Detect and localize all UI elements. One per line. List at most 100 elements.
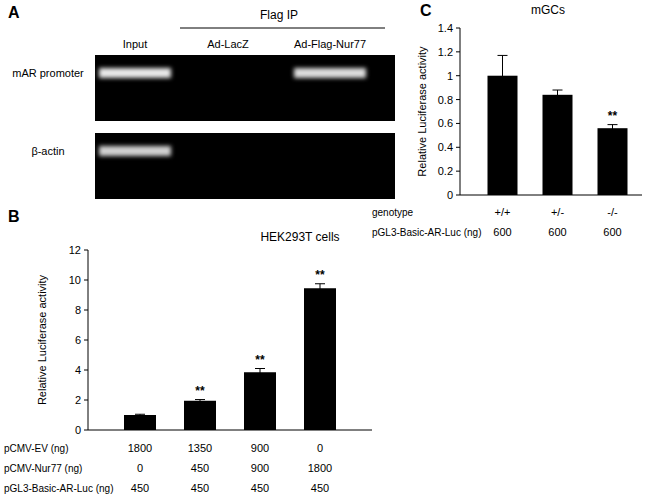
y-tick (84, 340, 88, 341)
table-cell: 1800 (308, 462, 332, 474)
y-tick (456, 171, 460, 172)
gel-strip (95, 55, 395, 121)
chart-title: HEK293T cells (260, 230, 339, 244)
table-cell: 450 (251, 482, 269, 494)
bar (304, 288, 336, 430)
table-cell: 450 (191, 462, 209, 474)
error-bar (553, 90, 563, 100)
error-stem (612, 125, 613, 132)
error-cap (315, 283, 325, 284)
y-tick (84, 430, 88, 431)
lane-label: Input (123, 38, 147, 50)
gel-header: Flag IP (260, 8, 298, 22)
table-cell: 1350 (188, 442, 212, 454)
table-cell: 0 (317, 442, 323, 454)
table-cell: +/+ (495, 206, 511, 218)
table-cell: 600 (603, 226, 621, 238)
table-row-label: pCMV-Nur77 (ng) (4, 463, 82, 474)
y-tick (456, 28, 460, 29)
y-tick-label: 0.2 (438, 165, 453, 177)
error-stem (260, 369, 261, 377)
chart-title: mGCs (531, 3, 565, 17)
y-tick-label: 10 (69, 274, 81, 286)
y-tick-label: 2 (75, 394, 81, 406)
table-cell: 900 (251, 462, 269, 474)
significance: ** (315, 268, 325, 282)
gel-band (294, 68, 366, 78)
bar (244, 372, 276, 430)
header-line (180, 28, 385, 29)
y-tick-label: 0.8 (438, 94, 453, 106)
panel-label: B (8, 208, 20, 225)
gel-band (99, 68, 171, 78)
lane-label: Ad-LacZ (207, 38, 249, 50)
y-tick (456, 123, 460, 124)
y-tick-label: 4 (75, 364, 81, 376)
table-cell: 600 (548, 226, 566, 238)
background (0, 0, 664, 500)
error-cap (498, 55, 508, 56)
table-cell: 1800 (128, 442, 152, 454)
y-tick (456, 147, 460, 148)
error-bar (195, 400, 205, 402)
table-row-label: pCMV-EV (ng) (4, 443, 68, 454)
error-bar (135, 414, 145, 416)
table-cell: 900 (251, 442, 269, 454)
y-tick-label: 0.6 (438, 117, 453, 129)
gel-band (99, 146, 171, 156)
y-axis (460, 28, 461, 195)
error-cap (195, 399, 205, 400)
error-bar (315, 284, 325, 293)
row-label: mAR promoter (12, 67, 84, 79)
y-tick (84, 370, 88, 371)
significance: ** (255, 353, 265, 367)
y-tick-label: 0.4 (438, 141, 453, 153)
panel-label: C (420, 2, 432, 19)
y-tick (456, 75, 460, 76)
marks (488, 55, 628, 195)
table-cell: +/- (551, 206, 564, 218)
gel-band (192, 68, 264, 78)
error-stem (557, 90, 558, 100)
gel-panel: AFlag IPInputAd-LacZAd-Flag-Nur77mAR pro… (8, 4, 395, 199)
significance: ** (195, 384, 205, 398)
table-cell: 450 (311, 482, 329, 494)
error-bar (608, 125, 618, 132)
error-stem (502, 55, 503, 96)
y-tick-label: 0 (447, 189, 453, 201)
y-tick-label: 6 (75, 334, 81, 346)
y-axis-label: Relative Luciferase activity (36, 274, 48, 405)
bar-panel: CmGCs Relative Luciferase activity 0 0.2 0.4… (372, 2, 642, 238)
significance: ** (608, 109, 618, 123)
gel-band (192, 146, 264, 156)
error-cap (255, 368, 265, 369)
y-tick-label: 1 (447, 70, 453, 82)
y-tick (456, 99, 460, 100)
table-row-label: pGL3-Basic-AR-Luc (ng) (4, 483, 113, 494)
y-tick-label: 1.2 (438, 46, 453, 58)
y-tick (84, 310, 88, 311)
y-tick (456, 195, 460, 196)
row-label: β-actin (31, 145, 64, 157)
y-tick-label: 8 (75, 304, 81, 316)
error-cap (135, 414, 145, 415)
table-cell: -/- (607, 206, 618, 218)
bar (543, 95, 573, 195)
bar (124, 415, 156, 430)
y-tick-label: 1.4 (438, 22, 453, 34)
table-cell: 450 (131, 482, 149, 494)
figure: AFlag IPInputAd-LacZAd-Flag-Nur77mAR pro… (0, 0, 664, 500)
bar (598, 128, 628, 195)
table-row-label: genotype (372, 207, 414, 218)
error-cap (553, 90, 563, 91)
gel-band (294, 146, 366, 156)
panel-label: A (8, 4, 20, 21)
error-bar (498, 55, 508, 96)
table-cell: 600 (493, 226, 511, 238)
bar-panel: B HEK293T cells Relative Luciferase activi… (4, 208, 372, 494)
marks (124, 284, 336, 430)
y-tick (84, 280, 88, 281)
table-cell: 450 (191, 482, 209, 494)
y-axis-label: Relative Luciferase activity (416, 46, 428, 177)
y-tick (456, 51, 460, 52)
